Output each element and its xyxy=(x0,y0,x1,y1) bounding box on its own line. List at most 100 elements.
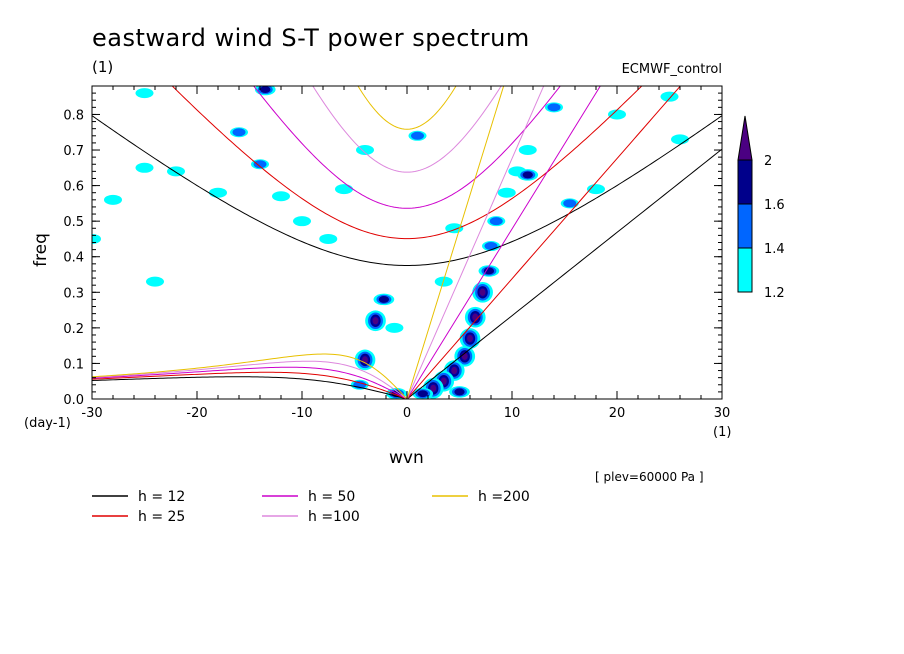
gravity-curve xyxy=(253,86,561,209)
contour-level-1 xyxy=(209,187,227,198)
contour-blob xyxy=(373,293,395,306)
contour-blob xyxy=(92,233,101,244)
contour-level-4 xyxy=(429,383,438,393)
kelvin-curve xyxy=(406,86,505,399)
contour-blob xyxy=(135,88,154,99)
kelvin-curve xyxy=(406,86,682,399)
contour-level-3 xyxy=(417,390,428,398)
x-tick-label: -30 xyxy=(81,406,102,421)
colorbar-label: 1.6 xyxy=(764,198,785,213)
contour-level-2 xyxy=(253,160,267,169)
contour-level-4 xyxy=(478,287,487,297)
contour-blob xyxy=(464,306,486,328)
contour-blob xyxy=(251,159,269,170)
power-contours xyxy=(92,86,689,399)
contour-blob xyxy=(335,184,353,195)
kelvin-curve xyxy=(406,86,601,399)
x-tick-label: 10 xyxy=(504,406,521,421)
colorbar-triangle xyxy=(737,115,753,161)
contour-level-2 xyxy=(411,131,424,140)
contour-level-2 xyxy=(547,103,561,112)
contour-blob xyxy=(671,134,689,145)
contour-level-1 xyxy=(385,322,404,333)
x-tick-label: 30 xyxy=(714,406,731,421)
legend-label: h =100 xyxy=(308,509,360,525)
x-tick-label: -10 xyxy=(291,406,312,421)
plev-annotation: [ plev=60000 Pa ] xyxy=(595,470,704,484)
gravity-curve xyxy=(312,86,502,173)
contour-level-1 xyxy=(293,216,311,227)
rossby-curve xyxy=(92,353,408,399)
contour-blob xyxy=(518,145,537,156)
contour-level-3 xyxy=(454,388,465,396)
rossby-curve xyxy=(92,371,408,399)
contour-level-2 xyxy=(563,199,577,208)
contour-level-1 xyxy=(104,194,122,205)
y-tick-label: 0.8 xyxy=(63,108,84,123)
kelvin-curve xyxy=(406,86,545,399)
x-unit-left: (day-1) xyxy=(24,416,71,431)
gravity-curve xyxy=(92,115,722,266)
y-tick-label: 0.3 xyxy=(63,286,84,301)
contour-blob xyxy=(560,198,579,209)
contour-blob xyxy=(354,349,376,371)
contour-blob xyxy=(365,310,386,332)
dispersion-curves xyxy=(92,86,722,399)
gravity-curve xyxy=(171,86,643,240)
legend-label: h = 25 xyxy=(138,509,185,525)
contour-level-1 xyxy=(608,109,626,120)
contour-level-1 xyxy=(671,134,689,145)
contour-blob xyxy=(449,386,470,398)
contour-level-1 xyxy=(660,91,679,102)
y-tick-label: 0.0 xyxy=(63,393,84,408)
contour-blob xyxy=(517,169,539,181)
x-tick-label: 20 xyxy=(609,406,626,421)
colorbar-segment xyxy=(737,247,753,293)
contour-level-1 xyxy=(146,276,164,287)
y-tick-label: 0.2 xyxy=(63,322,84,337)
rossby-curve xyxy=(92,360,408,399)
y-axis-label: freq xyxy=(30,233,51,267)
contour-blob xyxy=(135,162,154,173)
contour-level-1 xyxy=(272,191,290,202)
contour-level-3 xyxy=(522,171,533,179)
contour-blob xyxy=(254,86,276,96)
contour-blob xyxy=(459,328,481,349)
contour-blob xyxy=(146,276,164,287)
contour-blob xyxy=(545,102,563,113)
colorbar-segment xyxy=(737,159,753,205)
contour-level-1 xyxy=(356,145,374,156)
contour-blob xyxy=(478,265,500,277)
y-tick-label: 0.4 xyxy=(63,251,84,266)
contour-blob xyxy=(660,91,679,102)
rossby-curve xyxy=(92,376,408,399)
chart-subtitle-left: (1) xyxy=(92,58,114,76)
contour-level-3 xyxy=(483,267,495,275)
contour-blob xyxy=(104,194,122,205)
y-tick-label: 0.5 xyxy=(63,215,84,230)
x-axis-label: wvn xyxy=(389,448,424,468)
contour-blob xyxy=(230,127,248,138)
colorbar-label: 1.4 xyxy=(764,242,785,257)
contour-blob xyxy=(408,130,427,141)
contour-blob xyxy=(272,191,290,202)
contour-blob xyxy=(319,233,338,244)
contour-blob xyxy=(356,145,374,156)
kelvin-curve xyxy=(406,148,722,399)
contour-blob xyxy=(209,187,227,198)
legend-label: h = 50 xyxy=(308,489,355,505)
contour-blob xyxy=(587,184,605,195)
contour-level-1 xyxy=(335,184,353,195)
x-tick-label: -20 xyxy=(186,406,207,421)
contour-blob xyxy=(472,281,493,303)
colorbar-label: 2 xyxy=(764,154,772,169)
contour-level-1 xyxy=(92,233,101,244)
contour-level-2 xyxy=(232,128,246,137)
contour-level-3 xyxy=(378,295,390,303)
chart-title: eastward wind S-T power spectrum xyxy=(92,24,530,52)
contour-blob xyxy=(487,216,506,227)
legend-label: h =200 xyxy=(478,489,530,505)
x-tick-label: 0 xyxy=(403,406,411,421)
contour-level-4 xyxy=(371,316,380,326)
